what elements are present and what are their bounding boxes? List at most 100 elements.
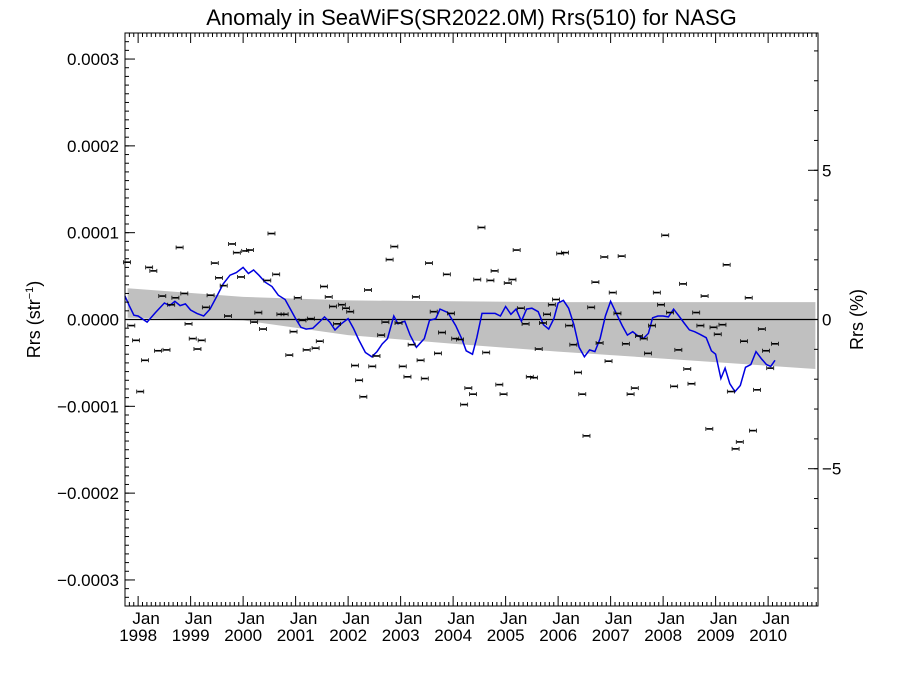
data-point: [644, 351, 652, 356]
data-point: [539, 320, 547, 325]
data-point: [757, 327, 766, 332]
data-point: [228, 241, 237, 246]
data-point: [595, 340, 604, 345]
data-point: [285, 353, 294, 358]
data-point: [635, 333, 643, 338]
data-point: [512, 248, 521, 253]
data-point: [534, 347, 543, 352]
y-left-tick-label: 0.0000: [67, 311, 119, 330]
data-point: [320, 284, 328, 289]
y-axis-left: 0.0003 0.0002 0.0001 0.0000 −0.0001 −0.0002 −0…: [57, 41, 135, 607]
data-point: [136, 389, 145, 394]
data-point: [600, 254, 609, 259]
data-point: [355, 378, 364, 383]
x-tick-label-month: Jan: [762, 609, 789, 628]
x-tick-label-month: Jan: [237, 609, 264, 628]
data-point: [372, 353, 381, 358]
data-point: [416, 358, 425, 363]
data-point: [521, 321, 530, 326]
data-point: [696, 323, 705, 328]
data-point: [499, 392, 508, 397]
data-point: [359, 394, 368, 399]
x-tick-label-year: 2008: [644, 626, 682, 645]
x-tick-label-month: Jan: [342, 609, 369, 628]
data-point: [679, 281, 687, 286]
data-point: [464, 386, 473, 391]
data-point: [722, 262, 731, 267]
data-point: [232, 250, 241, 255]
x-tick-label-year: 2005: [487, 626, 525, 645]
data-point: [657, 302, 665, 307]
x-tick-label-month: Jan: [447, 609, 474, 628]
data-point: [626, 392, 635, 397]
smoothed-series-layer: [124, 266, 776, 393]
data-point: [718, 322, 727, 327]
data-point: [617, 254, 626, 259]
data-point: [726, 389, 735, 394]
data-point: [381, 320, 390, 325]
data-point: [713, 332, 722, 337]
data-point: [315, 339, 324, 344]
data-point: [215, 275, 223, 280]
x-tick-label-year: 2002: [329, 626, 367, 645]
data-point: [709, 325, 718, 330]
data-point: [447, 311, 455, 316]
y-left-tick-label: 0.0002: [67, 137, 119, 156]
data-point: [420, 376, 429, 381]
data-point: [259, 327, 267, 332]
y-axis-left-label-close: ): [24, 281, 44, 287]
y-axis-left-label: Rrs (str−1): [24, 281, 44, 359]
data-point: [705, 426, 714, 431]
data-point: [613, 311, 622, 316]
data-point: [771, 341, 779, 346]
data-point: [482, 350, 491, 355]
data-point: [337, 302, 346, 307]
data-point: [552, 297, 560, 302]
data-point: [127, 323, 136, 328]
data-point: [206, 293, 215, 298]
x-tick-label-month: Jan: [185, 609, 212, 628]
data-point: [280, 312, 289, 317]
data-point: [403, 374, 412, 379]
data-point: [197, 338, 206, 343]
data-point: [456, 337, 464, 342]
x-tick-label-year: 1999: [172, 626, 210, 645]
data-point: [473, 277, 482, 282]
x-tick-label-year: 2003: [382, 626, 420, 645]
data-point: [289, 329, 298, 334]
data-point: [639, 336, 648, 341]
data-point: [490, 268, 499, 273]
x-tick-label-month: Jan: [500, 609, 527, 628]
data-point: [141, 358, 149, 363]
data-point: [184, 321, 193, 326]
y-left-tick-label: 0.0001: [67, 224, 119, 243]
data-point: [267, 231, 276, 236]
data-point: [223, 314, 232, 319]
data-point: [648, 323, 656, 328]
data-point: [652, 290, 661, 295]
y-left-tick-label: −0.0002: [57, 484, 119, 503]
data-point: [154, 348, 162, 353]
x-tick-label-year: 2007: [592, 626, 630, 645]
data-point: [621, 341, 630, 346]
y-left-tick-label: −0.0001: [57, 397, 119, 416]
data-point: [433, 351, 442, 356]
data-point: [158, 294, 167, 299]
data-point: [762, 348, 770, 353]
data-point: [411, 294, 420, 299]
data-point: [351, 363, 359, 368]
y-right-tick-label: −5: [822, 460, 841, 479]
data-point: [460, 402, 469, 407]
data-point: [661, 233, 670, 238]
data-point: [591, 280, 600, 285]
uncertainty-band: [127, 288, 816, 369]
data-point: [429, 309, 438, 314]
data-point: [298, 318, 307, 323]
x-tick-label-month: Jan: [290, 609, 317, 628]
smoothed-series-line: [124, 266, 776, 393]
data-point: [368, 364, 377, 369]
data-point: [145, 265, 154, 270]
data-point: [670, 384, 679, 389]
data-point: [547, 302, 556, 307]
data-point: [254, 310, 263, 315]
